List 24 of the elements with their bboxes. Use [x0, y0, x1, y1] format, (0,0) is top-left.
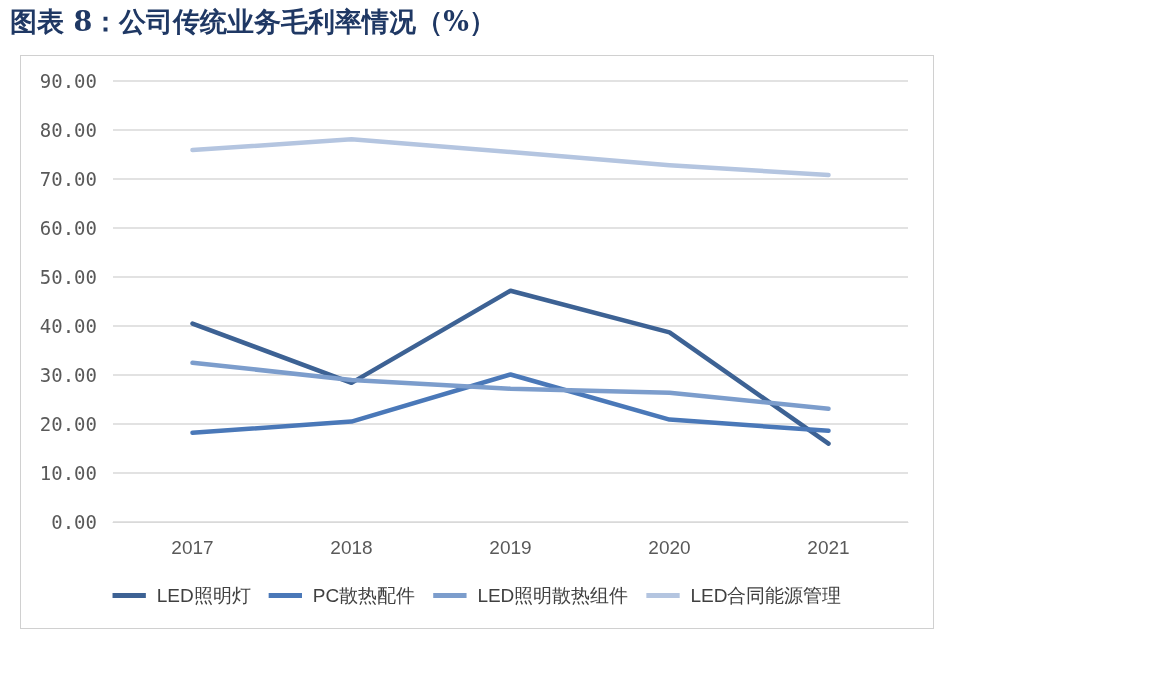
line-series — [190, 372, 831, 436]
y-tick-label: 80.00 — [39, 119, 97, 141]
y-tick-label: 90.00 — [39, 70, 97, 92]
legend-label: LED照明灯 — [156, 585, 251, 606]
y-tick-label: 60.00 — [39, 217, 97, 239]
x-tick-label: 2019 — [489, 537, 532, 558]
y-tick-label: 20.00 — [39, 413, 97, 435]
legend-label: LED合同能源管理 — [690, 585, 842, 606]
x-tick-label: 2020 — [648, 537, 691, 558]
line-series — [190, 137, 831, 178]
y-tick-label: 30.00 — [39, 364, 97, 386]
line-series — [190, 288, 831, 446]
y-tick-label: 10.00 — [39, 462, 97, 484]
y-tick-label: 50.00 — [39, 266, 97, 288]
legend-label: PC散热配件 — [312, 585, 416, 606]
y-tick-label: 0.00 — [51, 511, 97, 533]
legend-label: LED照明散热组件 — [477, 585, 629, 606]
x-tick-label: 2021 — [807, 537, 850, 558]
y-tick-label: 40.00 — [39, 315, 97, 337]
x-tick-label: 2017 — [171, 537, 214, 558]
chart-title: 图表 8：公司传统业务毛利率情况（%） — [10, 5, 496, 39]
y-tick-label: 70.00 — [39, 168, 97, 190]
line-series — [190, 360, 831, 412]
x-tick-label: 2018 — [330, 537, 373, 558]
